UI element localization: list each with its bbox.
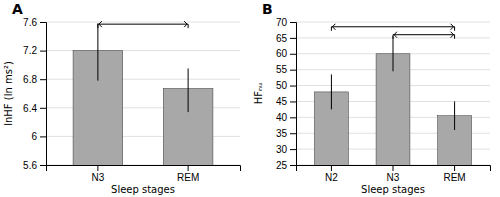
y-tick: 6.4 [23, 103, 46, 114]
x-tick: REM [443, 165, 465, 183]
y-tick-label: 6 [31, 131, 37, 142]
y-tick-label: 7.2 [23, 45, 37, 56]
error-bar [454, 101, 455, 130]
plot-area [73, 23, 213, 165]
y-tick-mark [290, 86, 296, 87]
error-bar [97, 23, 98, 80]
y-axis: 5.6 6 6.4 6.8 7.2 7.6 [23, 17, 46, 171]
y-tick: 50 [276, 80, 296, 91]
y-tick: 40 [276, 112, 296, 123]
x-tick: N2 [325, 165, 338, 183]
x-tick-label: N3 [387, 172, 400, 183]
y-tick-mark [290, 38, 296, 39]
x-axis-title: Sleep stages [361, 184, 425, 195]
x-axis-line [297, 166, 491, 172]
significance-bracket [331, 24, 454, 31]
y-axis-line [290, 23, 297, 166]
y-tick-mark [290, 101, 296, 102]
x-axis: N2 N3 REM [297, 165, 491, 183]
error-bar [393, 36, 394, 71]
y-tick-mark [40, 108, 46, 109]
y-axis-title: HFₙᵤ [253, 83, 264, 104]
error-bar [331, 74, 332, 109]
y-tick: 55 [276, 64, 296, 75]
y-tick-mark [290, 149, 296, 150]
x-tick: N3 [91, 165, 104, 183]
y-tick-mark [290, 22, 296, 23]
y-axis-line [40, 23, 47, 166]
y-tick: 60 [276, 48, 296, 59]
y-tick-label: 6.8 [23, 74, 37, 85]
y-tick: 70 [276, 17, 296, 28]
y-tick-mark [290, 70, 296, 71]
x-tick-label: REM [177, 172, 199, 183]
x-tick: N3 [387, 165, 400, 183]
y-axis: 25 30 35 40 45 50 55 60 65 70 [276, 17, 297, 171]
x-tick-label: REM [443, 172, 465, 183]
y-tick-label: 5.6 [23, 160, 37, 171]
plot-area [314, 36, 471, 165]
y-tick-mark [290, 117, 296, 118]
chart: 5.666.46.87.27.6N3REMSleep stageslnHF (l… [0, 0, 500, 197]
y-tick: 7.6 [23, 17, 46, 28]
y-tick-mark [40, 79, 46, 80]
y-tick-mark [290, 54, 296, 55]
y-tick-label: 35 [276, 128, 288, 139]
y-tick-mark [40, 136, 46, 137]
x-tick-mark [97, 165, 98, 171]
grid-line [46, 22, 240, 23]
x-axis-line [47, 166, 241, 172]
y-tick: 30 [276, 144, 296, 155]
y-tick-label: 6.4 [23, 103, 37, 114]
y-tick: 25 [276, 160, 296, 171]
x-tick-mark [393, 165, 394, 171]
panel-label: B [262, 1, 273, 17]
grid-line [296, 22, 490, 23]
y-tick: 35 [276, 128, 296, 139]
y-tick-label: 50 [276, 80, 288, 91]
y-tick-mark [40, 165, 46, 166]
significance-bracket [393, 32, 455, 39]
panel: 5.6 6 6.4 6.8 7.2 7.6 N3 REMSleep stages lnHF (l… [3, 1, 241, 195]
y-tick: 5.6 [23, 160, 46, 171]
y-tick-label: 45 [276, 96, 288, 107]
x-tick-mark [188, 165, 189, 171]
y-tick-mark [290, 133, 296, 134]
y-tick-label: 40 [276, 112, 288, 123]
panel: 25 30 35 40 45 50 55 60 65 70 N2 N3 REM Sleep stages H… [253, 1, 491, 195]
x-tick: REM [177, 165, 199, 183]
y-tick-label: 7.6 [23, 17, 37, 28]
x-tick-mark [331, 165, 332, 171]
x-axis: N3 REM [47, 165, 241, 183]
y-tick-label: 65 [276, 33, 288, 44]
panel-label: A [12, 1, 23, 17]
y-tick-label: 30 [276, 144, 288, 155]
x-axis-title: Sleep stages [111, 184, 175, 195]
y-tick: 6 [31, 131, 46, 142]
x-tick-label: N3 [91, 172, 104, 183]
y-tick: 65 [276, 33, 296, 44]
significance-bracket [98, 21, 188, 28]
y-tick: 45 [276, 96, 296, 107]
x-tick-label: N2 [325, 172, 338, 183]
x-tick-mark [454, 165, 455, 171]
y-tick-mark [290, 165, 296, 166]
y-tick-label: 60 [276, 48, 288, 59]
y-tick-label: 25 [276, 160, 288, 171]
y-tick-label: 55 [276, 64, 288, 75]
y-tick-mark [40, 22, 46, 23]
y-axis-title: lnHF (ln ms²) [3, 61, 14, 126]
y-tick-label: 70 [276, 17, 288, 28]
y-tick: 6.8 [23, 74, 46, 85]
y-tick: 7.2 [23, 45, 46, 56]
y-tick-mark [40, 51, 46, 52]
error-bar [188, 68, 189, 112]
